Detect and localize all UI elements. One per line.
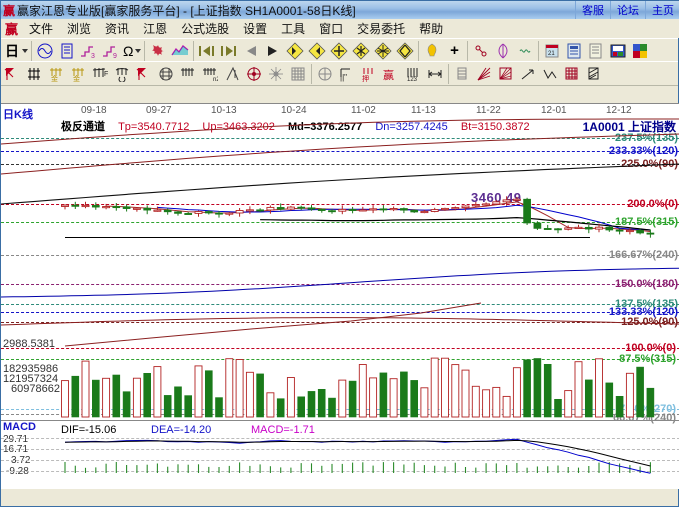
svg-text:21: 21 [548,51,555,57]
svg-text:n2: n2 [213,77,218,82]
svg-text:9: 9 [113,53,117,59]
svg-text:押: 押 [362,74,369,82]
svg-text:金: 金 [51,74,58,82]
svg-text:金: 金 [73,74,80,82]
svg-text:123: 123 [407,77,418,82]
svg-text:3: 3 [91,53,95,59]
svg-text:赢: 赢 [383,68,394,82]
svg-text:||": ||" [340,73,347,82]
svg-text:F: F [104,71,108,78]
